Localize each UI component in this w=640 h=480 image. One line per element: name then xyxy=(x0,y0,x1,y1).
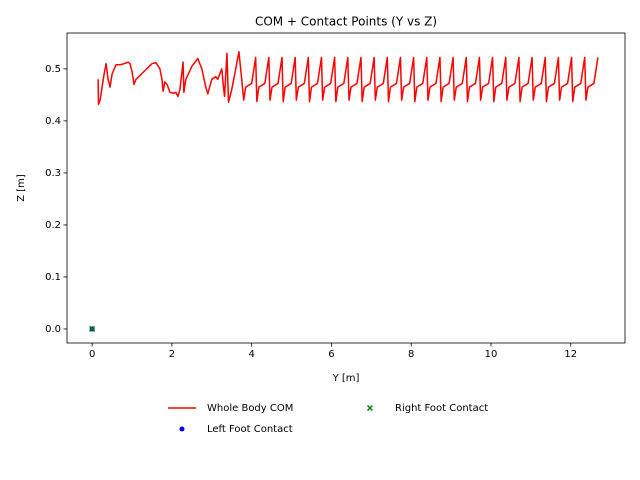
x-tick-label: 4 xyxy=(248,349,254,360)
com-line xyxy=(97,50,599,106)
y-tick-label: 0.3 xyxy=(45,168,61,179)
y-tick-label: 0.4 xyxy=(45,116,61,127)
chart-title: COM + Contact Points (Y vs Z) xyxy=(255,15,437,29)
legend-label: Right Foot Contact xyxy=(395,403,488,414)
x-tick-label: 12 xyxy=(564,349,577,360)
x-tick-label: 8 xyxy=(408,349,414,360)
legend-marker xyxy=(179,426,185,432)
x-tick-label: 10 xyxy=(485,349,498,360)
y-tick-label: 0.0 xyxy=(45,324,61,335)
x-tick-label: 2 xyxy=(169,349,175,360)
y-tick-label: 0.5 xyxy=(45,64,61,75)
y-axis-label: Z [m] xyxy=(16,174,27,202)
x-axis-label: Y [m] xyxy=(332,373,360,384)
point xyxy=(89,325,96,332)
y-tick-label: 0.1 xyxy=(45,272,61,283)
legend-marker xyxy=(366,404,374,412)
plot-frame xyxy=(66,32,626,344)
x-tick-label: 6 xyxy=(328,349,334,360)
legend-label: Left Foot Contact xyxy=(207,424,293,435)
x-tick-label: 0 xyxy=(89,349,95,360)
y-tick-label: 0.2 xyxy=(45,220,61,231)
legend-label: Whole Body COM xyxy=(207,403,293,414)
